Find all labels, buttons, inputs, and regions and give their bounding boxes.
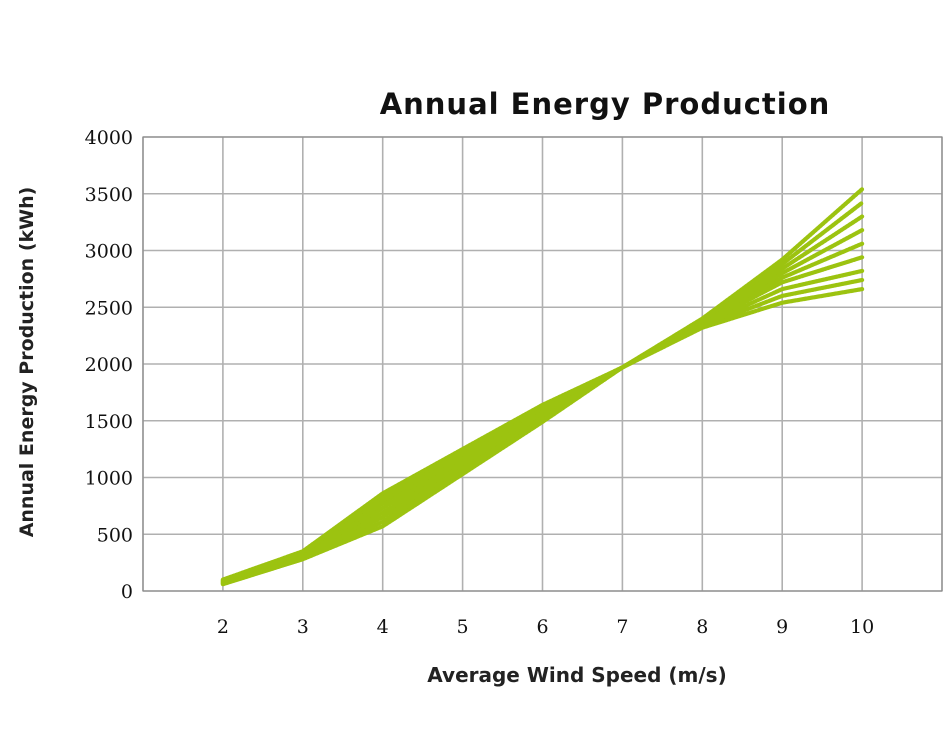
x-tick-label: 2 <box>217 616 229 638</box>
y-tick-label: 2000 <box>85 354 133 376</box>
x-tick-label: 9 <box>776 616 788 638</box>
x-tick-label: 7 <box>616 616 628 638</box>
y-tick-label: 0 <box>121 581 133 603</box>
series-line-9 <box>220 287 865 582</box>
y-tick-label: 4000 <box>85 127 133 149</box>
tick-layer: 0 500 1000 1500 2000 2500 3000 3500 4000 2 3 4 5 6 7 8 9… <box>85 127 875 638</box>
plot-frame <box>142 136 943 592</box>
y-tick-label: 1000 <box>85 468 133 490</box>
x-tick-label: 4 <box>377 616 389 638</box>
x-axis-title: Average Wind Speed (m/s) <box>427 663 726 687</box>
y-tick-label: 500 <box>97 524 133 546</box>
y-tick-label: 2500 <box>85 297 133 319</box>
x-tick-label: 10 <box>850 616 874 638</box>
y-axis-title: Annual Energy Production (kWh) <box>16 187 38 538</box>
series-layer <box>220 187 865 587</box>
chart-title: Annual Energy Production <box>380 87 831 121</box>
x-tick-label: 3 <box>297 616 309 638</box>
y-tick-label: 3500 <box>85 184 133 206</box>
x-tick-label: 5 <box>457 616 469 638</box>
x-tick-label: 8 <box>696 616 708 638</box>
y-tick-label: 1500 <box>85 411 133 433</box>
grid-layer <box>142 136 943 592</box>
x-tick-label: 6 <box>536 616 548 638</box>
y-tick-label: 3000 <box>85 241 133 263</box>
